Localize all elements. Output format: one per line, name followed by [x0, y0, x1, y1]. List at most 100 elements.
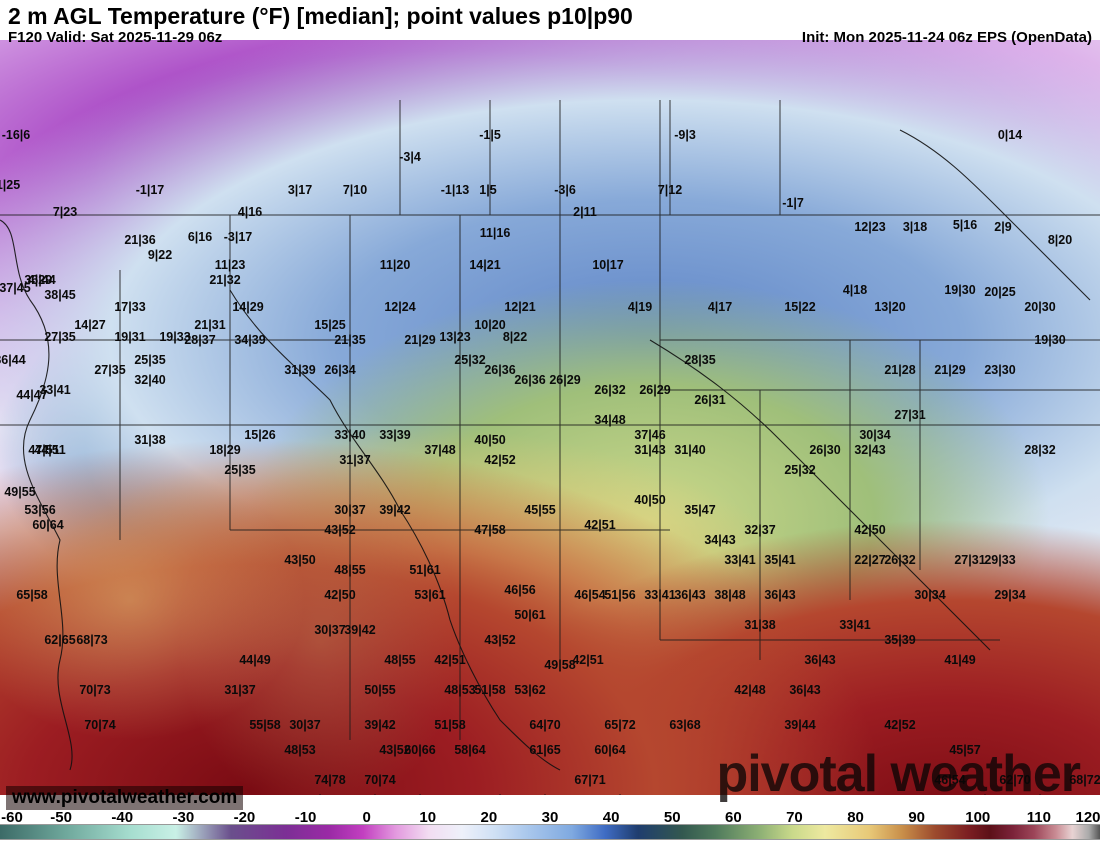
- temperature-point-label[interactable]: 13|20: [874, 300, 905, 314]
- temperature-point-label[interactable]: 26|36: [484, 363, 515, 377]
- temperature-point-label[interactable]: 42|50: [854, 523, 885, 537]
- temperature-point-label[interactable]: 21|35: [334, 333, 365, 347]
- temperature-point-label[interactable]: 27|31: [954, 553, 985, 567]
- temperature-point-label[interactable]: 21|28: [884, 363, 915, 377]
- temperature-point-label[interactable]: 26|34: [324, 363, 355, 377]
- temperature-point-label[interactable]: -3|17: [224, 230, 253, 244]
- temperature-point-label[interactable]: 43|52: [324, 523, 355, 537]
- temperature-point-label[interactable]: 28|32: [1024, 443, 1055, 457]
- temperature-point-label[interactable]: 28|35: [684, 353, 715, 367]
- temperature-point-label[interactable]: 27|35: [44, 330, 75, 344]
- temperature-point-label[interactable]: 29|33: [984, 553, 1015, 567]
- temperature-point-label[interactable]: 53|61: [414, 588, 445, 602]
- temperature-point-label[interactable]: 15|22: [784, 300, 815, 314]
- temperature-point-label[interactable]: 21|36: [124, 233, 155, 247]
- temperature-point-label[interactable]: 30|34: [914, 588, 945, 602]
- temperature-point-label[interactable]: 48|53: [284, 743, 315, 757]
- temperature-point-label[interactable]: 26|29: [549, 373, 580, 387]
- temperature-point-label[interactable]: 42|50: [324, 588, 355, 602]
- temperature-point-label[interactable]: 1|5: [479, 183, 496, 197]
- temperature-point-label[interactable]: 2|9: [994, 220, 1011, 234]
- temperature-point-label[interactable]: 30|37: [314, 623, 345, 637]
- temperature-point-label[interactable]: 9|22: [148, 248, 172, 262]
- temperature-point-label[interactable]: 50|55: [364, 683, 395, 697]
- temperature-point-label[interactable]: 74|78: [314, 773, 345, 787]
- temperature-point-label[interactable]: 15|26: [244, 428, 275, 442]
- temperature-point-label[interactable]: 68|73: [76, 633, 107, 647]
- temperature-point-label[interactable]: 12|21: [504, 300, 535, 314]
- temperature-point-label[interactable]: 36|43: [789, 683, 820, 697]
- temperature-point-label[interactable]: 63|68: [669, 718, 700, 732]
- temperature-point-label[interactable]: 38|48: [714, 588, 745, 602]
- temperature-point-label[interactable]: 33|41: [39, 383, 70, 397]
- temperature-point-label[interactable]: 46|54: [574, 588, 605, 602]
- temperature-point-label[interactable]: 58|64: [454, 743, 485, 757]
- temperature-point-label[interactable]: 11|20: [380, 258, 411, 272]
- temperature-point-label[interactable]: 67|71: [604, 793, 635, 795]
- temperature-point-label[interactable]: 4|16: [238, 205, 262, 219]
- temperature-point-label[interactable]: 26|32: [884, 553, 915, 567]
- temperature-point-label[interactable]: -9|3: [674, 128, 696, 142]
- temperature-point-label[interactable]: 38|45: [44, 288, 75, 302]
- temperature-point-label[interactable]: 39|44: [784, 718, 815, 732]
- temperature-point-label[interactable]: 42|52: [484, 453, 515, 467]
- temperature-point-label[interactable]: 21|29: [404, 333, 435, 347]
- temperature-point-label[interactable]: 31|40: [674, 443, 705, 457]
- temperature-point-label[interactable]: 35|47: [684, 503, 715, 517]
- temperature-point-label[interactable]: 26|31: [694, 393, 725, 407]
- temperature-point-label[interactable]: 43|52: [484, 633, 515, 647]
- temperature-point-label[interactable]: 7|23: [53, 205, 77, 219]
- temperature-point-label[interactable]: 1|25: [0, 178, 20, 192]
- temperature-point-label[interactable]: 39|42: [379, 503, 410, 517]
- temperature-point-label[interactable]: 25|32: [454, 353, 485, 367]
- temperature-point-label[interactable]: 26|30: [809, 443, 840, 457]
- temperature-point-label[interactable]: 52|57: [304, 793, 335, 795]
- temperature-point-label[interactable]: 8|22: [503, 330, 527, 344]
- temperature-point-label[interactable]: 25|32: [784, 463, 815, 477]
- temperature-point-label[interactable]: 36|44: [0, 353, 26, 367]
- temperature-point-label[interactable]: 51|56: [604, 588, 635, 602]
- temperature-point-label[interactable]: 10|17: [592, 258, 623, 272]
- temperature-point-label[interactable]: 40|50: [474, 433, 505, 447]
- temperature-point-label[interactable]: 67|71: [359, 793, 390, 795]
- temperature-point-label[interactable]: 62|65: [44, 633, 75, 647]
- temperature-point-label[interactable]: 30|37: [289, 718, 320, 732]
- temperature-point-label[interactable]: 7|12: [658, 183, 682, 197]
- temperature-point-label[interactable]: 49|58: [544, 658, 575, 672]
- temperature-point-label[interactable]: 10|20: [474, 318, 505, 332]
- temperature-point-label[interactable]: 19|31: [114, 330, 145, 344]
- temperature-point-label[interactable]: 40|50: [634, 493, 665, 507]
- temperature-point-label[interactable]: 12|23: [854, 220, 885, 234]
- temperature-point-label[interactable]: 11|23: [215, 258, 246, 272]
- temperature-point-label[interactable]: 42|51: [434, 653, 465, 667]
- temperature-point-label[interactable]: 60|64: [32, 518, 63, 532]
- temperature-point-label[interactable]: 43|50: [284, 553, 315, 567]
- temperature-point-label[interactable]: 18|29: [209, 443, 240, 457]
- temperature-point-label[interactable]: 60|64: [594, 743, 625, 757]
- temperature-point-label[interactable]: 20|30: [1024, 300, 1055, 314]
- temperature-point-label[interactable]: 35|41: [764, 553, 795, 567]
- temperature-point-label[interactable]: 0|14: [998, 128, 1022, 142]
- temperature-point-label[interactable]: 19|30: [944, 283, 975, 297]
- temperature-point-label[interactable]: 55|58: [249, 718, 280, 732]
- temperature-point-label[interactable]: 28|37: [184, 333, 215, 347]
- temperature-point-label[interactable]: 64|70: [529, 718, 560, 732]
- temperature-point-label[interactable]: 50|54: [404, 793, 435, 795]
- temperature-point-label[interactable]: 26|36: [514, 373, 545, 387]
- temperature-point-label[interactable]: 44|49: [239, 653, 270, 667]
- temperature-point-label[interactable]: 26|29: [639, 383, 670, 397]
- temperature-point-label[interactable]: 33|41: [724, 553, 755, 567]
- temperature-point-label[interactable]: 61|65: [529, 743, 560, 757]
- temperature-point-label[interactable]: 36|44: [24, 273, 55, 287]
- temperature-point-label[interactable]: 33|41: [839, 618, 870, 632]
- temperature-point-label[interactable]: 39|42: [364, 718, 395, 732]
- temperature-point-label[interactable]: 26|32: [594, 383, 625, 397]
- temperature-point-label[interactable]: 4|18: [843, 283, 867, 297]
- temperature-point-label[interactable]: 49|55: [4, 485, 35, 499]
- temperature-point-label[interactable]: 41|49: [944, 653, 975, 667]
- temperature-point-label[interactable]: 45|55: [524, 503, 555, 517]
- map-canvas[interactable]: -16|6 1|25 7|23 4|29 -1|5 -3|4 -9|3 0|14 1|5 7|12…: [0, 40, 1100, 795]
- temperature-point-label[interactable]: 36|43: [804, 653, 835, 667]
- temperature-point-label[interactable]: 30|37: [334, 503, 365, 517]
- temperature-point-label[interactable]: 67|71: [574, 773, 605, 787]
